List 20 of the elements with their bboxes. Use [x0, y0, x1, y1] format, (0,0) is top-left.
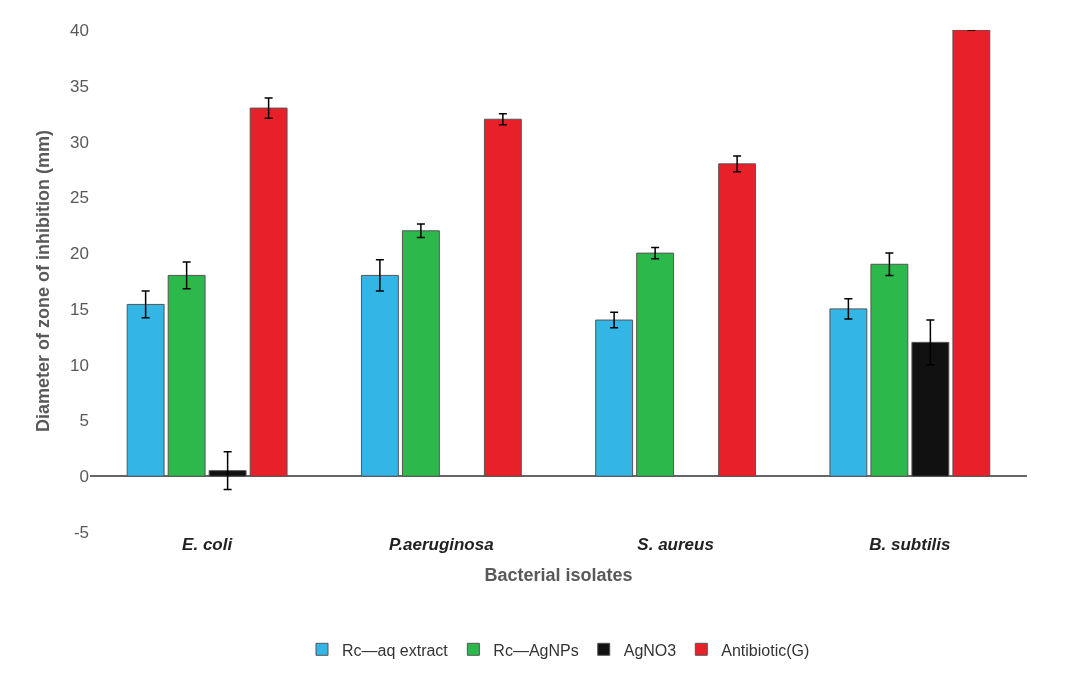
x-tick-label: E. coli: [182, 535, 234, 554]
y-tick-label: 20: [70, 244, 89, 264]
y-tick-label: 0: [79, 467, 89, 487]
y-tick-label: 25: [70, 188, 89, 208]
legend-label: AgNO3: [623, 641, 677, 659]
legend-label: Rc—aq extract: [342, 641, 449, 659]
x-tick-label: S. aureus: [637, 535, 714, 554]
x-tick-label: P.aeruginosa: [389, 535, 494, 554]
y-tick-label: 10: [70, 355, 89, 375]
legend-label: Antibiotic(G): [721, 641, 810, 659]
y-tick-label: 40: [70, 20, 89, 40]
legend-label: Rc—AgNPs: [493, 641, 579, 659]
y-tick-label: 35: [70, 76, 89, 96]
y-tick-label: -5: [73, 522, 89, 542]
x-axis-title: Bacterial isolates: [484, 565, 633, 586]
y-tick-label: 5: [79, 411, 89, 431]
y-tick-label: 30: [70, 132, 89, 152]
y-axis-title: Diameter of zone of inhibition (mm): [33, 130, 54, 432]
y-tick-label: 15: [70, 299, 89, 319]
x-tick-label: B. subtilis: [869, 535, 951, 554]
